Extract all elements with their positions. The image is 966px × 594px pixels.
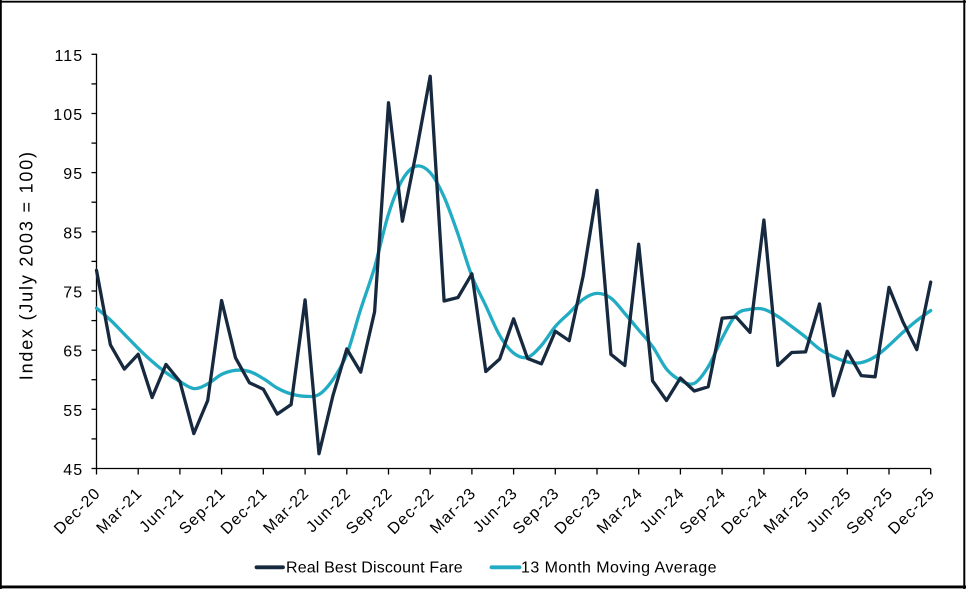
svg-text:115: 115 <box>54 48 83 65</box>
svg-text:13 Month Moving Average: 13 Month Moving Average <box>521 560 717 577</box>
svg-text:Index (July 2003 = 100): Index (July 2003 = 100) <box>17 150 37 380</box>
svg-text:65: 65 <box>63 344 83 361</box>
svg-text:75: 75 <box>63 285 83 302</box>
svg-text:105: 105 <box>53 107 83 124</box>
svg-text:85: 85 <box>63 225 83 242</box>
svg-text:95: 95 <box>63 166 83 183</box>
svg-text:45: 45 <box>63 462 83 479</box>
svg-text:55: 55 <box>63 403 83 420</box>
svg-text:Real Best Discount Fare: Real Best Discount Fare <box>286 560 463 577</box>
